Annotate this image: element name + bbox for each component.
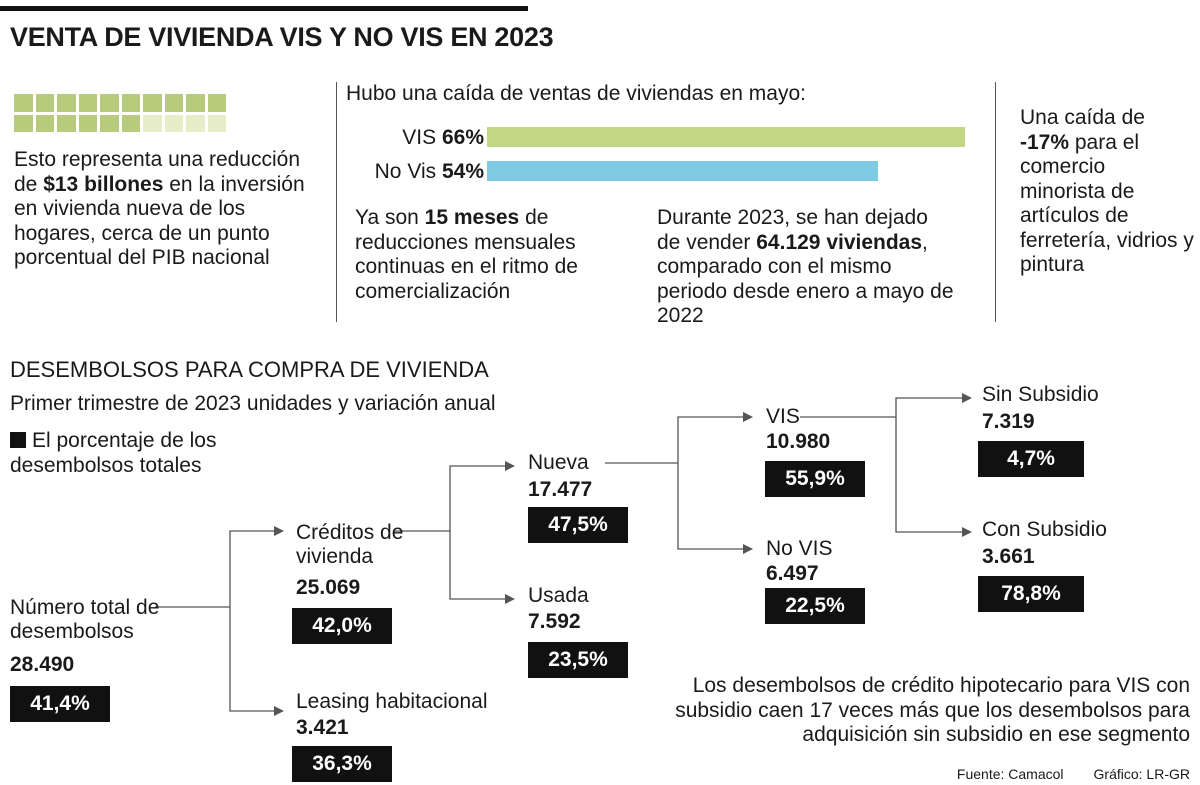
- node-leasing-value: 3.421: [296, 716, 349, 739]
- legend-square-icon: [10, 432, 26, 448]
- footer-source: Fuente: Camacol: [956, 766, 1064, 782]
- units-not-sold-text: Durante 2023, se han dejado de vender 64…: [657, 206, 954, 327]
- investment-amount: $13 billones: [43, 172, 164, 196]
- grid-cell: [14, 94, 33, 112]
- retail-drop-text: Una caída de -17% para el comercio minor…: [1020, 106, 1194, 276]
- grid-cell: [207, 94, 226, 112]
- node-leasing-pct: 36,3%: [292, 746, 392, 782]
- node-con-subsidio-value: 3.661: [982, 545, 1035, 568]
- node-total-label: Número total de desembolsos: [10, 596, 160, 643]
- node-nueva-pct: 47,5%: [528, 507, 628, 543]
- node-sin-subsidio-label: Sin Subsidio: [982, 383, 1099, 406]
- grid-cell: [186, 94, 205, 112]
- node-leasing-label: Leasing habitacional: [296, 690, 488, 713]
- legend: El porcentaje de los desembolsos totales: [10, 429, 217, 477]
- grid-cell: [121, 114, 140, 132]
- investment-reduction-text: Esto representa una reducción de $13 bil…: [14, 148, 305, 269]
- grid-cell: [35, 114, 54, 132]
- bars-title: Hubo una caída de ventas de viviendas en…: [346, 82, 806, 105]
- bar-vis: [487, 127, 965, 147]
- grid-cell: [78, 114, 97, 132]
- node-total-pct: 41,4%: [10, 686, 110, 722]
- node-novis-label: No VIS: [766, 537, 833, 560]
- node-usada-value: 7.592: [528, 610, 581, 633]
- node-con-subsidio-pct: 78,8%: [978, 576, 1084, 612]
- node-novis-value: 6.497: [766, 562, 819, 585]
- node-usada-pct: 23,5%: [528, 642, 628, 678]
- bar-label-vis: VIS 66%: [402, 126, 484, 149]
- bar-label-novis: No Vis 54%: [374, 160, 484, 183]
- grid-cell: [143, 114, 162, 132]
- node-creditos-pct: 42,0%: [292, 608, 392, 644]
- grid-cell: [78, 94, 97, 112]
- node-vis-value: 10.980: [766, 430, 831, 453]
- node-total-value: 28.490: [10, 653, 75, 676]
- section-subtitle: Primer trimestre de 2023 unidades y vari…: [10, 392, 496, 415]
- divider-right: [995, 82, 996, 322]
- node-vis-pct: 55,9%: [765, 461, 865, 497]
- investment-grid-icon: [14, 94, 226, 132]
- node-nueva-label: Nueva: [528, 451, 589, 474]
- node-sin-subsidio-value: 7.319: [982, 410, 1035, 433]
- node-sin-subsidio-pct: 4,7%: [978, 441, 1084, 477]
- section-title: DESEMBOLSOS PARA COMPRA DE VIVIENDA: [10, 357, 489, 382]
- page-title: VENTA DE VIVIENDA VIS Y NO VIS EN 2023: [10, 22, 554, 52]
- grid-cell: [100, 114, 119, 132]
- grid-cell: [57, 114, 76, 132]
- grid-cell: [14, 114, 33, 132]
- bar-row-vis: VIS 66%: [0, 127, 1200, 149]
- node-vis-label: VIS: [766, 405, 800, 428]
- node-creditos-value: 25.069: [296, 576, 361, 599]
- grid-cell: [164, 94, 183, 112]
- grid-cell: [121, 94, 140, 112]
- node-creditos-label: Créditos de vivienda: [296, 521, 404, 568]
- grid-cell: [100, 94, 119, 112]
- grid-cell: [57, 94, 76, 112]
- node-usada-label: Usada: [528, 584, 589, 607]
- node-nueva-value: 17.477: [528, 478, 593, 501]
- footer-graphic: Gráfico: LR-GR: [1093, 766, 1190, 782]
- grid-cell: [186, 114, 205, 132]
- grid-cell: [35, 94, 54, 112]
- node-novis-pct: 22,5%: [765, 588, 865, 624]
- divider-left: [336, 82, 337, 322]
- node-con-subsidio-label: Con Subsidio: [982, 518, 1107, 541]
- months-reduction-text: Ya son 15 meses de reducciones mensuales…: [355, 206, 578, 303]
- bar-novis: [487, 161, 879, 181]
- top-rule: [0, 6, 528, 11]
- grid-cell: [207, 114, 226, 132]
- bar-row-novis: No Vis 54%: [0, 161, 1200, 183]
- grid-cell: [164, 114, 183, 132]
- grid-cell: [143, 94, 162, 112]
- subsidy-note: Los desembolsos de crédito hipotecario p…: [675, 674, 1190, 746]
- footer: Fuente: Camacol Gráfico: LR-GR: [957, 766, 1190, 782]
